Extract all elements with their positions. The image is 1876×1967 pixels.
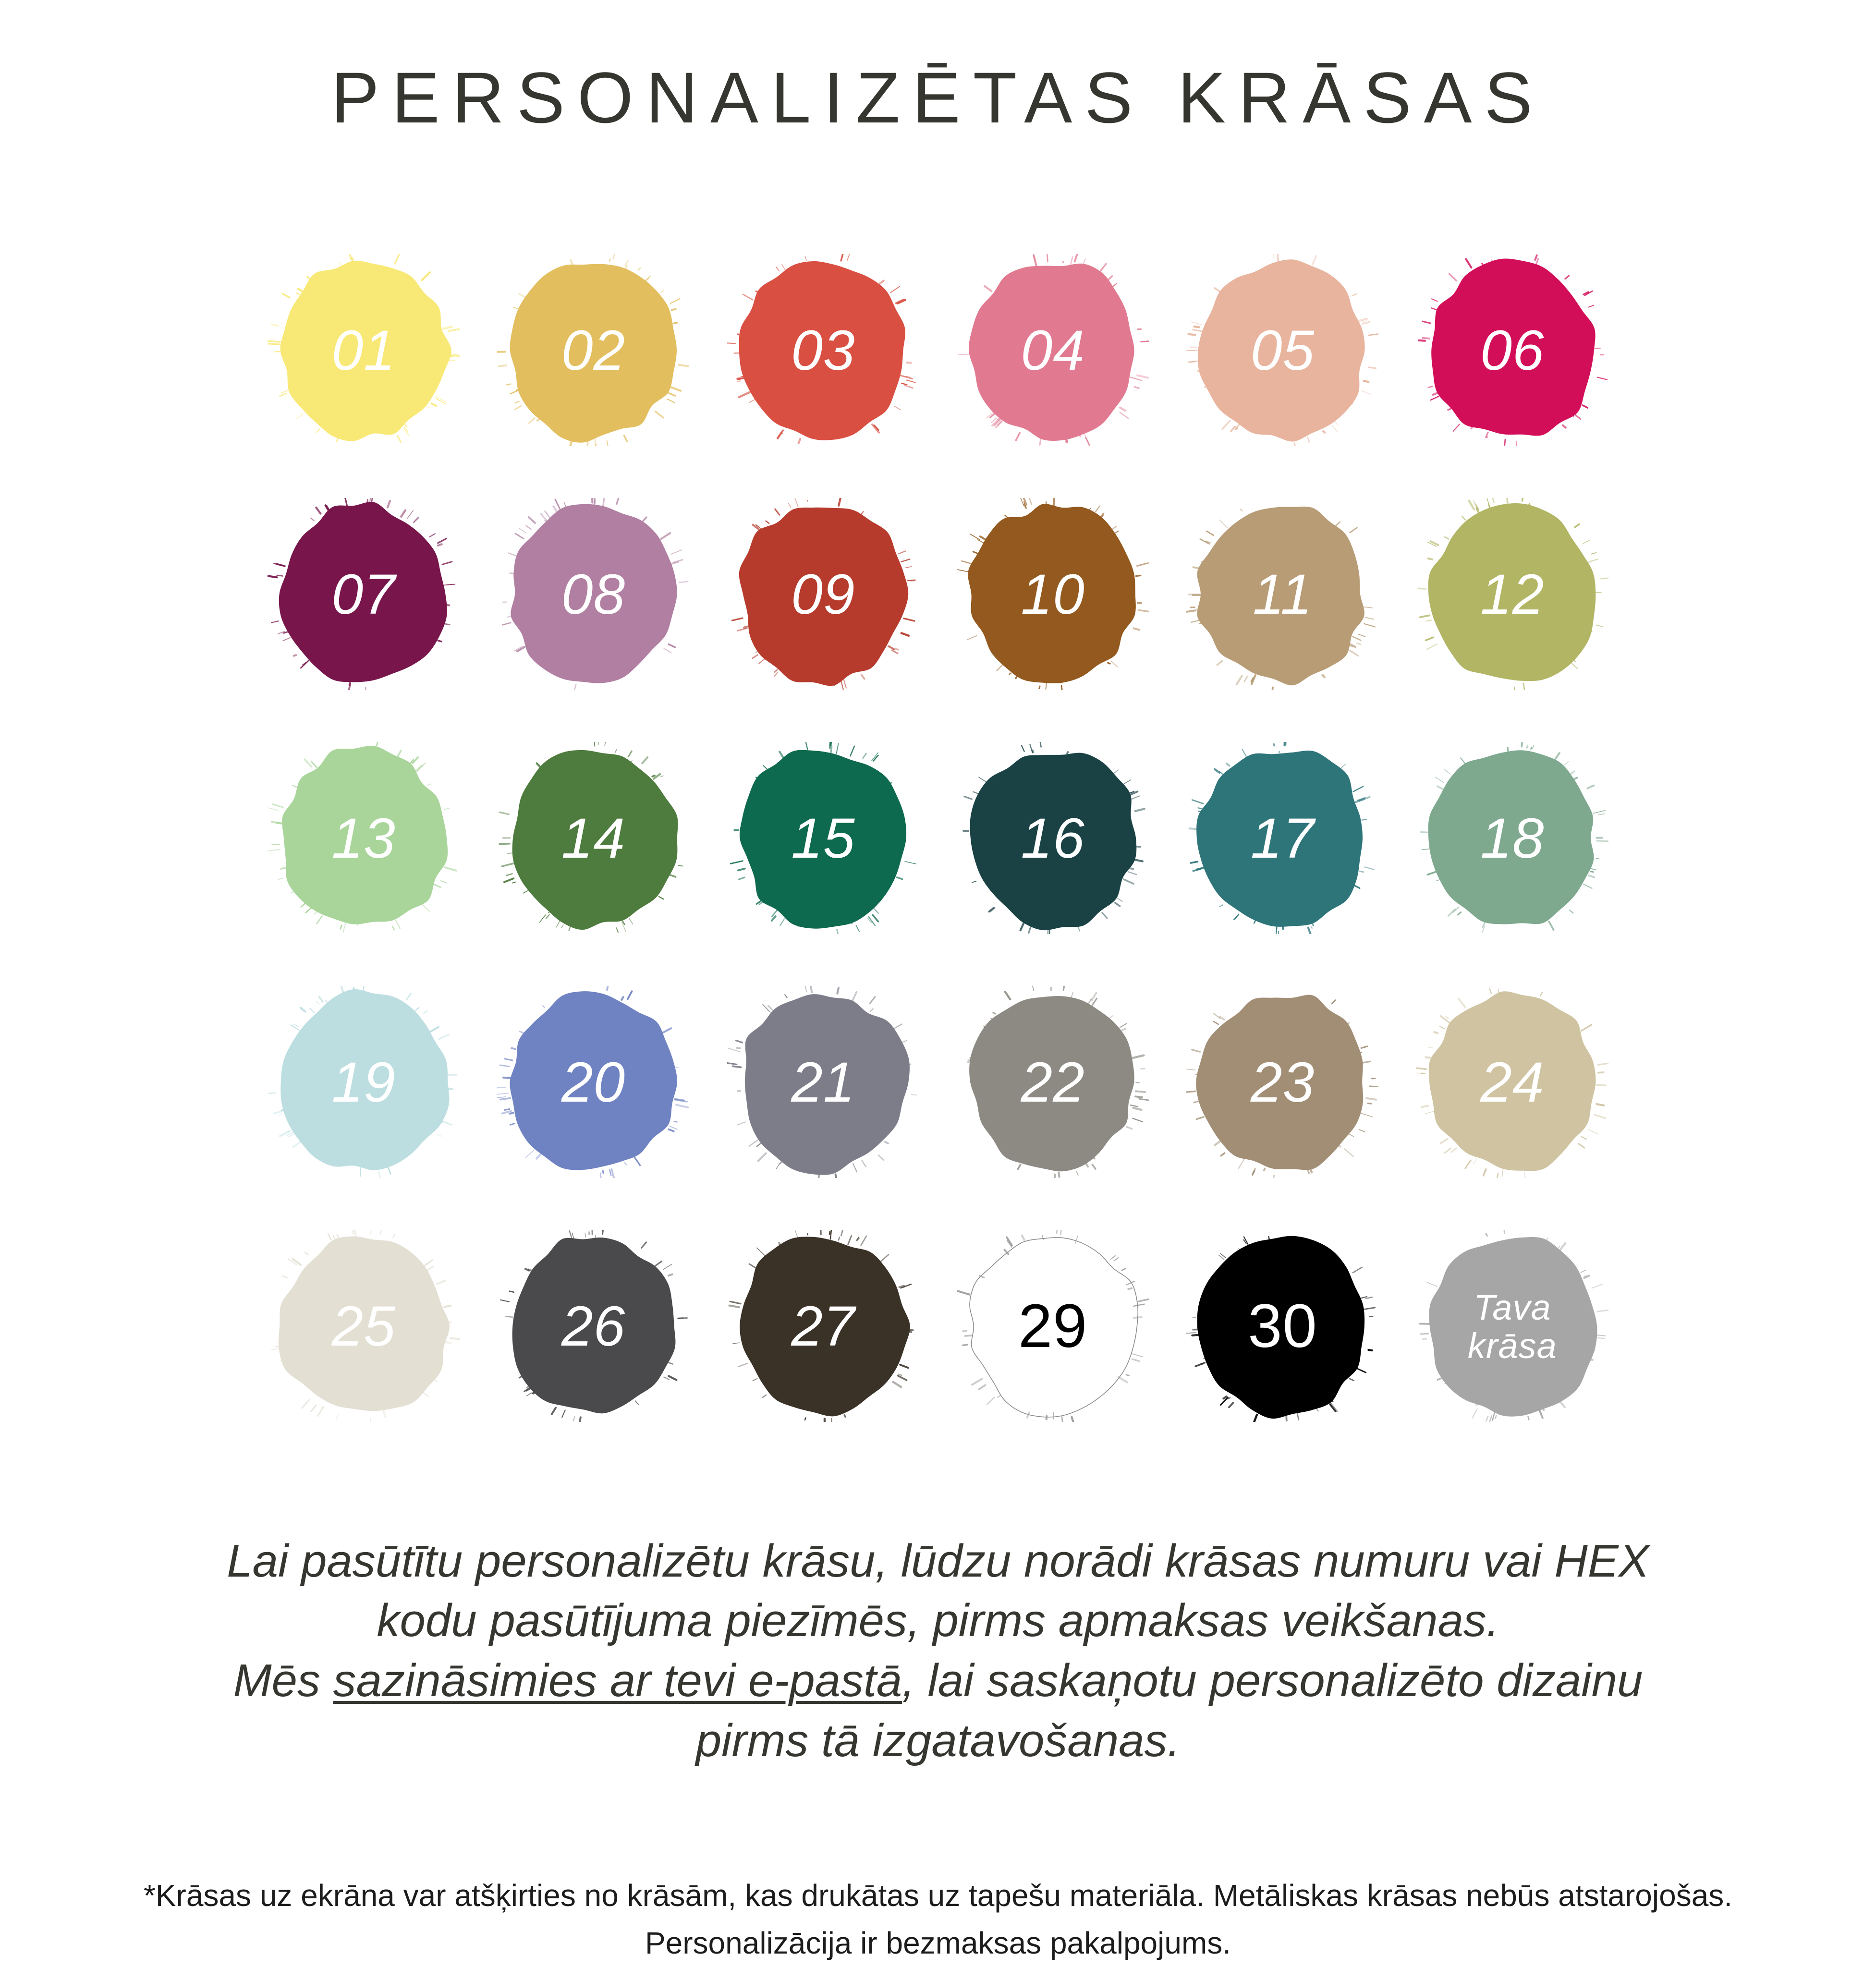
swatch-blob-shape <box>268 742 460 934</box>
footnote-block: *Krāsas uz ekrāna var atšķirties no krās… <box>18 1872 1858 1967</box>
instructions-line-3: Mēs sazināsimies ar tevi e-pastā, lai sa… <box>141 1651 1735 1711</box>
swatch-blob-shape <box>1416 254 1608 446</box>
color-swatch[interactable]: 10 <box>957 498 1149 690</box>
swatch-blob-shape <box>497 498 689 690</box>
swatch-blob-shape <box>1186 986 1378 1178</box>
color-swatch[interactable]: 12 <box>1416 498 1608 690</box>
swatch-blob-shape <box>957 986 1149 1178</box>
email-contact-link[interactable]: sazināsimies ar tevi e-pastā <box>333 1655 902 1706</box>
color-swatch[interactable]: 23 <box>1186 986 1378 1178</box>
color-swatch[interactable]: 03 <box>727 254 919 446</box>
color-swatch[interactable]: 14 <box>497 742 689 934</box>
swatch-blob-shape <box>957 254 1149 446</box>
swatch-blob-shape <box>268 498 460 690</box>
color-swatch[interactable]: 05 <box>1186 254 1378 446</box>
instructions-line-4: pirms tā izgatavošanas. <box>141 1711 1735 1771</box>
swatch-blob-shape <box>727 742 919 934</box>
swatch-blob-shape <box>1416 1230 1608 1422</box>
instructions-line-3-prefix: Mēs <box>233 1655 333 1706</box>
color-swatch[interactable]: 24 <box>1416 986 1608 1178</box>
color-swatch[interactable]: 04 <box>957 254 1149 446</box>
swatch-blob-shape <box>727 986 919 1178</box>
swatch-blob-shape <box>497 742 689 934</box>
color-swatch[interactable]: 16 <box>957 742 1149 934</box>
swatch-blob-shape <box>268 986 460 1178</box>
footnote-line-2: Personalizācija ir bezmaksas pakalpojums… <box>18 1919 1858 1967</box>
color-swatch[interactable]: 17 <box>1186 742 1378 934</box>
swatch-blob-shape <box>268 1230 460 1422</box>
footnote-line-1: *Krāsas uz ekrāna var atšķirties no krās… <box>18 1872 1858 1919</box>
swatch-blob-shape <box>497 1230 689 1422</box>
swatch-blob-shape <box>1186 742 1378 934</box>
swatch-blob-shape <box>727 254 919 446</box>
swatch-blob-shape <box>727 1230 919 1422</box>
color-swatch[interactable]: 09 <box>727 498 919 690</box>
instructions-line-2: kodu pasūtījuma piezīmēs, pirms apmaksas… <box>141 1591 1735 1651</box>
instructions-paragraph: Lai pasūtītu personalizētu krāsu, lūdzu … <box>141 1531 1735 1771</box>
swatch-blob-shape <box>1186 498 1378 690</box>
swatch-blob-shape <box>1416 498 1608 690</box>
color-swatch[interactable]: 01 <box>268 254 460 446</box>
swatch-blob-shape <box>1186 254 1378 446</box>
instructions-line-1: Lai pasūtītu personalizētu krāsu, lūdzu … <box>141 1531 1735 1591</box>
color-swatch[interactable]: 06 <box>1416 254 1608 446</box>
color-swatch[interactable]: 08 <box>497 498 689 690</box>
color-swatch[interactable]: 26 <box>497 1230 689 1422</box>
instructions-line-3-suffix: , lai saskaņotu personalizēto dizainu <box>902 1655 1643 1706</box>
page-title: PERSONALIZĒTAS KRĀSAS <box>331 61 1545 134</box>
swatch-blob-shape <box>497 986 689 1178</box>
color-swatch[interactable]: 20 <box>497 986 689 1178</box>
color-swatch[interactable]: 29 <box>957 1230 1149 1422</box>
color-swatch[interactable]: Tava krāsa <box>1416 1230 1608 1422</box>
color-swatch[interactable]: 30 <box>1186 1230 1378 1422</box>
color-swatch[interactable]: 15 <box>727 742 919 934</box>
color-swatch[interactable]: 21 <box>727 986 919 1178</box>
color-swatch[interactable]: 19 <box>268 986 460 1178</box>
swatch-blob-shape <box>1416 986 1608 1178</box>
color-swatch[interactable]: 13 <box>268 742 460 934</box>
color-swatch[interactable]: 18 <box>1416 742 1608 934</box>
color-swatch[interactable]: 07 <box>268 498 460 690</box>
swatch-blob-shape <box>1416 742 1608 934</box>
swatch-blob-shape <box>727 498 919 690</box>
swatch-blob-shape <box>1186 1230 1378 1422</box>
color-swatch[interactable]: 25 <box>268 1230 460 1422</box>
swatch-blob-shape <box>268 254 460 446</box>
color-swatch[interactable]: 02 <box>497 254 689 446</box>
swatch-blob-shape <box>497 254 689 446</box>
swatch-blob-shape <box>957 498 1149 690</box>
color-swatch[interactable]: 22 <box>957 986 1149 1178</box>
color-swatch[interactable]: 27 <box>727 1230 919 1422</box>
swatch-blob-shape <box>957 742 1149 934</box>
swatch-blob-shape <box>957 1230 1149 1422</box>
color-swatch[interactable]: 11 <box>1186 498 1378 690</box>
